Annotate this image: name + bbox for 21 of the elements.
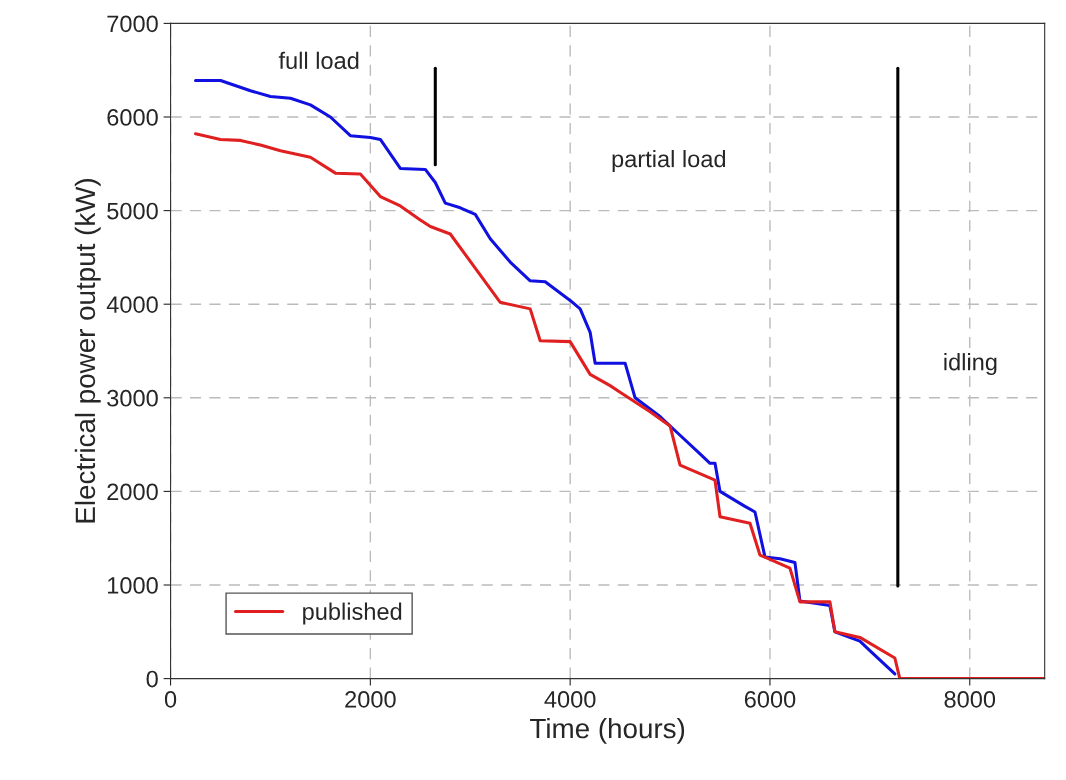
line-series bbox=[194, 132, 1045, 679]
annotation: partial load bbox=[612, 149, 726, 172]
y-tick-label: 7000 bbox=[107, 15, 158, 33]
y-tick-label: 3000 bbox=[107, 389, 158, 407]
y-tick-label: 0 bbox=[146, 670, 158, 688]
x-tick-label: 2000 bbox=[345, 691, 396, 708]
legend-label: published bbox=[303, 602, 402, 625]
annotation: full load bbox=[278, 51, 359, 70]
y-tick-label: 1000 bbox=[108, 577, 158, 594]
x-tick-label: 8000 bbox=[944, 691, 996, 708]
x-tick-label: 4000 bbox=[544, 691, 596, 708]
x-tick-label: 0 bbox=[164, 691, 177, 708]
line-series bbox=[194, 78, 897, 676]
y-axis-title: Electrical power output (kW) bbox=[74, 179, 101, 523]
y-tick-label: 5000 bbox=[107, 202, 158, 220]
x-tick-label: 6000 bbox=[744, 691, 796, 708]
annotation: idling bbox=[944, 353, 997, 376]
x-axis-title: Time (hours) bbox=[530, 717, 685, 744]
y-tick-label: 6000 bbox=[107, 109, 158, 126]
y-tick-label: 2000 bbox=[107, 483, 158, 501]
y-tick-label: 4000 bbox=[106, 296, 158, 313]
